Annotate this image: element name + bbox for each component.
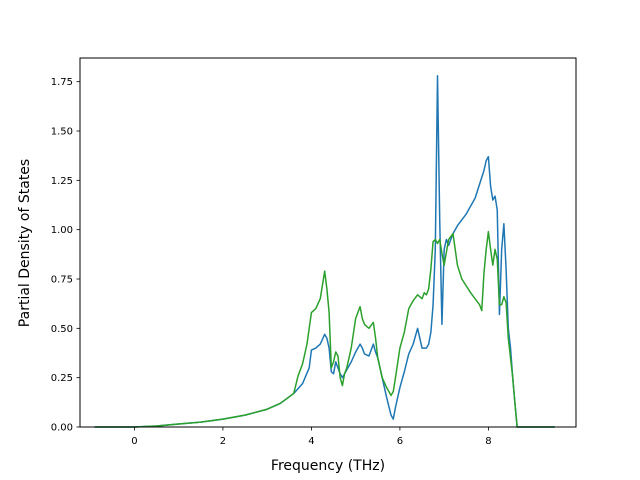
y-tick-label: 1.50: [51, 127, 73, 138]
x-tick-label: 4: [308, 436, 314, 447]
plot-frame: [79, 57, 577, 428]
series-line-1: [94, 75, 555, 428]
x-axis-label: Frequency (THz): [271, 458, 385, 474]
series-line-2: [94, 230, 555, 428]
y-tick-label: 0.25: [51, 373, 73, 384]
x-tick-label: 6: [397, 436, 403, 447]
y-axis-ticks: 0.00 0.25 0.50 0.75 1.00 1.25 1.50 1.75: [51, 77, 80, 434]
y-tick-label: 1.25: [51, 176, 73, 187]
x-tick-label: 0: [131, 436, 137, 447]
y-tick-label: 1.00: [51, 225, 73, 236]
x-tick-label: 8: [485, 436, 491, 447]
y-tick-label: 0.00: [51, 423, 73, 434]
y-tick-label: 1.75: [51, 77, 73, 88]
y-tick-label: 0.75: [51, 275, 73, 286]
series-layer: [94, 75, 555, 428]
y-tick-label: 0.50: [51, 324, 73, 335]
x-axis-ticks: 0 2 4 6 8: [131, 427, 492, 447]
y-axis-label: Partial Density of States: [17, 159, 33, 327]
x-tick-label: 2: [220, 436, 226, 447]
